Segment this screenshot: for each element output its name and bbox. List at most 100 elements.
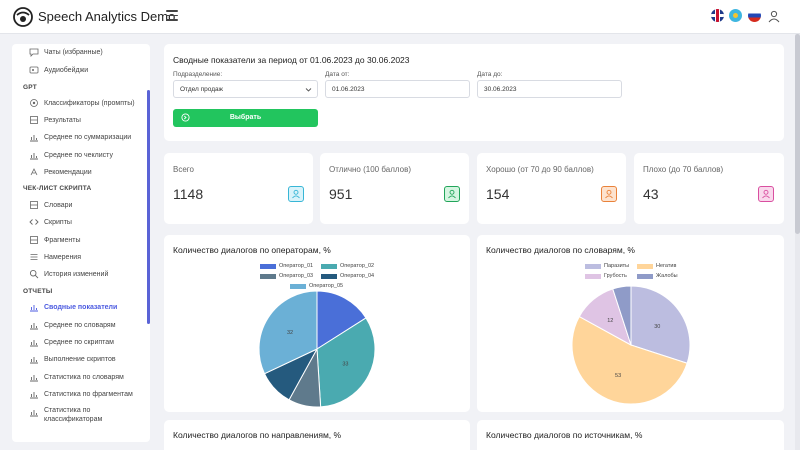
chart-card-directions: Количество диалогов по направлениям, % [164,420,470,450]
list-icon [30,254,38,260]
pie-slice-label: 30 [654,324,660,330]
fragment-icon [30,236,38,244]
sidebar-item-intents[interactable]: Намерения [12,252,148,262]
legend-item[interactable]: Негатив [637,263,676,269]
scrollbar-thumb[interactable] [795,34,800,234]
sidebar-item-audiobadges[interactable]: Аудиобейджи [12,65,148,75]
stat-label: Всего [173,165,194,174]
sidebar-item-stats-dictionaries[interactable]: Статистика по словарям [12,372,148,382]
menu-toggle-icon[interactable] [166,10,178,22]
legend-item[interactable]: Оператор_01 [260,263,313,269]
pie-slice[interactable] [258,290,318,375]
user-icon [444,186,460,202]
legend-item[interactable]: Оператор_03 [260,273,313,279]
sidebar-item-scripts[interactable]: Скрипты [12,217,148,227]
sidebar-item-avg-dictionaries[interactable]: Среднее по словарям [12,320,148,330]
pie-chart-dictionaries: 30 53 12 [571,285,691,405]
sidebar-item-script-execution[interactable]: Выполнение скриптов [12,354,148,364]
user-icon [601,186,617,202]
flag-kz-icon[interactable] [729,9,742,22]
stat-card-excellent: Отлично (100 баллов) 951 [320,153,469,224]
top-bar: Speech Analytics Demo [0,0,800,34]
sidebar-item-avg-checklist[interactable]: Среднее по чеклисту [12,150,148,160]
chart-title: Количество диалогов по словарям, % [486,245,635,255]
stat-label: Отлично (100 баллов) [329,165,411,174]
sidebar-scrollbar[interactable] [147,90,150,324]
sidebar-item-chats[interactable]: Чаты (избранные) [12,47,148,57]
chart-icon [30,135,38,142]
pie-slice[interactable] [612,285,632,346]
logo-icon [13,7,33,27]
flag-en-icon[interactable] [711,9,724,22]
sidebar-item-fragments[interactable]: Фрагменты [12,235,148,245]
legend-item[interactable]: Оператор_02 [321,263,374,269]
sidebar-item-avg-scripts[interactable]: Среднее по скриптам [12,337,148,347]
code-icon [29,219,39,225]
stat-value: 154 [486,186,510,202]
chart-icon [30,375,38,382]
legend-item[interactable]: Оператор_04 [321,273,374,279]
pie-slice-label: 32 [287,330,293,336]
chart-title: Количество диалогов по направлениям, % [173,430,342,440]
date-to-input[interactable]: 30.06.2023 [477,80,622,98]
chart-icon [30,340,38,347]
chart-icon [30,323,38,330]
sidebar-item-summary-indicators[interactable]: Сводные показатели [12,302,148,312]
user-icon [758,186,774,202]
sidebar-item-history[interactable]: История изменений [12,269,148,279]
arrow-circle-icon [181,113,190,122]
search-icon [29,269,39,279]
sidebar-section-checklist: ЧЕК-ЛИСТ СКРИПТА [23,185,92,192]
stat-value: 1148 [173,186,204,202]
pie-chart-operators: 33 32 [258,290,376,408]
chat-icon [29,48,39,57]
sidebar: Чаты (избранные) Аудиобейджи GPT Классиф… [12,44,150,442]
stat-value: 951 [329,186,353,202]
sidebar-item-stats-fragments[interactable]: Статистика по фрагментам [12,389,148,399]
sidebar-item-recommendations[interactable]: Рекомендации [12,167,148,177]
sidebar-item-results[interactable]: Результаты [12,115,148,125]
badge-icon [29,66,39,74]
user-icon[interactable] [768,10,780,23]
stat-label: Хорошо (от 70 до 90 баллов) [486,165,594,174]
sidebar-item-avg-summary[interactable]: Среднее по суммаризации [12,132,148,142]
stat-card-total: Всего 1148 [164,153,313,224]
chart-icon [30,153,38,160]
legend-item[interactable]: Грубость [585,273,627,279]
legend-item[interactable]: Оператор_05 [290,283,343,289]
select-button[interactable]: Выбрать [173,109,318,127]
sidebar-section-reports: ОТЧЕТЫ [23,288,53,295]
sidebar-section-gpt: GPT [23,84,37,91]
flag-ru-icon[interactable] [748,9,761,22]
date-from-input[interactable]: 01.06.2023 [325,80,470,98]
sidebar-item-stats-classifiers[interactable]: Статистика по классификаторам [12,407,148,424]
classifier-icon [30,99,38,107]
legend-item[interactable]: Паразиты [585,263,629,269]
stat-value: 43 [643,186,659,202]
division-select[interactable]: Отдел продаж [173,80,318,98]
legend-item[interactable]: Жалобы [637,273,678,279]
chart-card-dictionaries: Количество диалогов по словарям, % Параз… [477,235,784,412]
stat-card-good: Хорошо (от 70 до 90 баллов) 154 [477,153,626,224]
page-scrollbar[interactable] [795,34,800,450]
pie-slice[interactable] [316,290,367,350]
chart-title: Количество диалогов по операторам, % [173,245,331,255]
pie-slice[interactable] [571,315,688,405]
user-icon [288,186,304,202]
pie-slice[interactable] [316,317,376,408]
pie-slice-label: 33 [342,361,348,367]
sidebar-item-classifiers[interactable]: Классификаторы (промпты) [12,98,148,108]
chart-icon [30,357,38,364]
date-from-label: Дата от: [325,71,350,78]
app-title: Speech Analytics Demo [38,9,176,24]
date-to-label: Дата до: [477,71,503,78]
stat-label: Плохо (до 70 баллов) [643,165,724,174]
dictionary-icon [30,201,38,209]
chart-card-sources: Количество диалогов по источникам, % [477,420,784,450]
recommend-icon [30,168,38,176]
pie-slice[interactable] [630,285,691,364]
chart-icon [30,392,38,399]
chart-card-operators: Количество диалогов по операторам, % Опе… [164,235,470,412]
sidebar-item-dictionaries[interactable]: Словари [12,200,148,210]
pie-slice-label: 12 [607,318,613,324]
